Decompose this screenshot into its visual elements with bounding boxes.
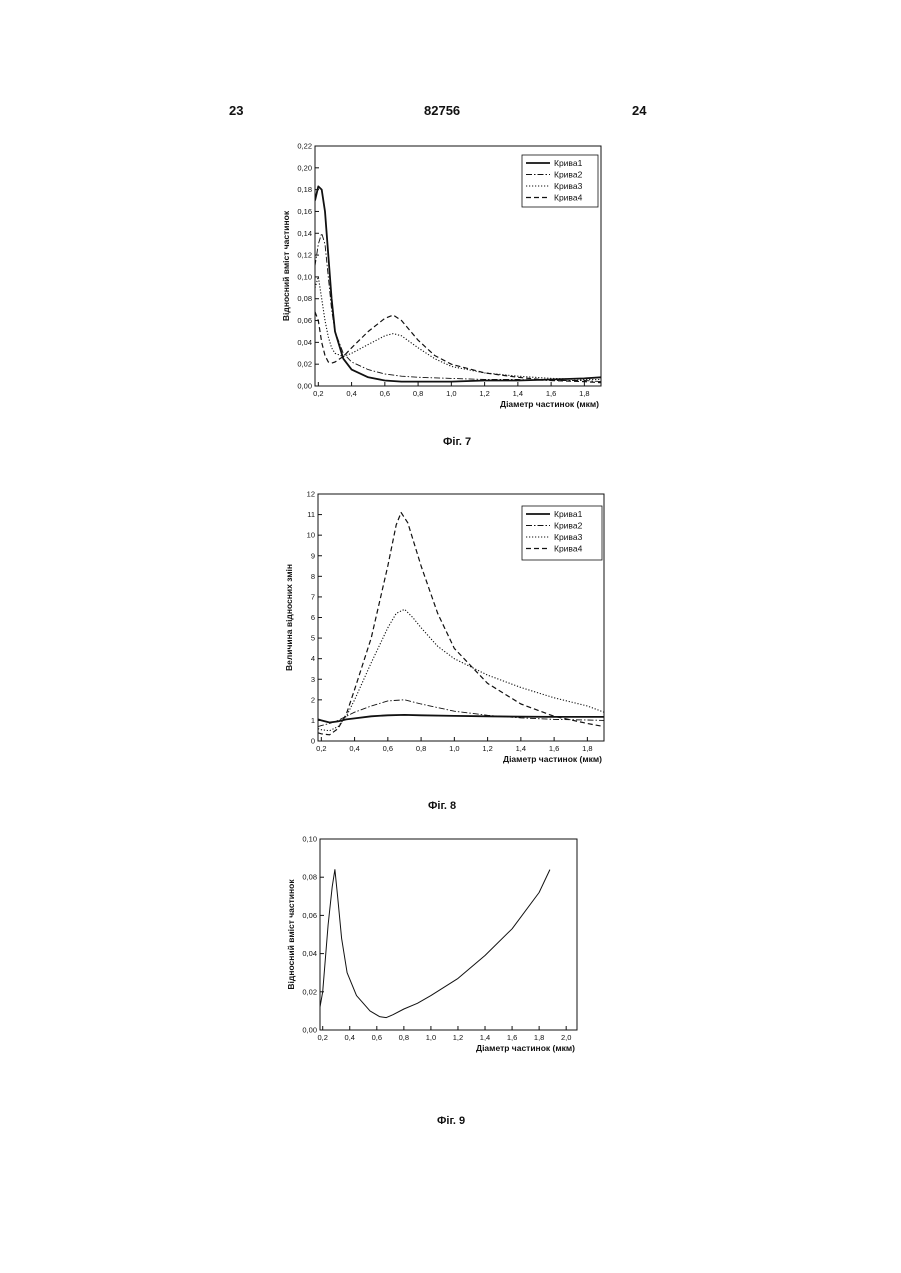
y-tick-label: 8 xyxy=(311,572,315,581)
series-line-3 xyxy=(318,609,604,730)
legend-label: Крива1 xyxy=(554,509,583,519)
figure-caption-9: Фіг. 9 xyxy=(437,1115,465,1127)
x-tick-label: 1,0 xyxy=(446,389,456,398)
series-line-1 xyxy=(318,715,604,723)
y-axis-label: Відносний вміст частинок xyxy=(281,210,291,321)
y-tick-label: 9 xyxy=(311,551,315,560)
y-tick-label: 0,04 xyxy=(297,338,312,347)
legend-label: Крива3 xyxy=(554,181,583,191)
y-tick-label: 0,18 xyxy=(297,185,312,194)
x-tick-label: 0,4 xyxy=(345,1033,355,1042)
x-tick-label: 0,6 xyxy=(372,1033,382,1042)
y-tick-label: 0,08 xyxy=(302,873,317,882)
chart-fig8: 01234567891011120,20,40,60,81,01,21,41,6… xyxy=(284,490,604,765)
x-tick-label: 1,0 xyxy=(449,744,459,753)
legend-label: Крива2 xyxy=(554,170,583,180)
series-line-2 xyxy=(315,233,601,381)
x-tick-label: 0,2 xyxy=(316,744,326,753)
x-tick-label: 0,8 xyxy=(413,389,423,398)
x-tick-label: 1,8 xyxy=(579,389,589,398)
y-tick-label: 0,02 xyxy=(297,360,312,369)
y-tick-label: 0 xyxy=(311,737,315,746)
chart-fig7: 0,00 0,02 0,04 0,06 0,08 0,10 0,12 0,14 0,16 0,18… xyxy=(281,142,601,410)
y-tick-label: 0,08 xyxy=(297,294,312,303)
y-tick-label: 1 xyxy=(311,716,315,725)
plot-frame xyxy=(320,839,577,1030)
legend-label: Крива2 xyxy=(554,521,583,531)
x-tick-label: 0,6 xyxy=(380,389,390,398)
y-tick-label: 12 xyxy=(307,490,315,499)
y-tick-label: 3 xyxy=(311,675,315,684)
series-line-2 xyxy=(318,700,604,727)
x-axis-label: Діаметр частинок (мкм) xyxy=(503,754,602,764)
y-tick-label: 0,06 xyxy=(297,316,312,325)
y-tick-label: 0,00 xyxy=(297,382,312,391)
legend-label: Крива4 xyxy=(554,544,583,554)
y-tick-label: 0,04 xyxy=(302,949,317,958)
y-tick-label: 4 xyxy=(311,654,315,663)
legend-label: Крива4 xyxy=(554,193,583,203)
x-axis-label: Діаметр частинок (мкм) xyxy=(500,399,599,409)
x-axis-label: Діаметр частинок (мкм) xyxy=(476,1043,575,1053)
y-tick-label: 0,10 xyxy=(302,835,317,844)
y-tick-label: 5 xyxy=(311,634,315,643)
y-tick-label: 6 xyxy=(311,613,315,622)
y-tick-label: 0,00 xyxy=(302,1026,317,1035)
y-tick-label: 7 xyxy=(311,592,315,601)
x-tick-label: 0,8 xyxy=(416,744,426,753)
x-tick-label: 0,4 xyxy=(349,744,359,753)
y-tick-label: 2 xyxy=(311,695,315,704)
x-tick-label: 0,2 xyxy=(313,389,323,398)
series-line-1 xyxy=(315,186,601,381)
chart-fig9: 0,00 0,02 0,04 0,06 0,08 0,10 0,2 0,4 0,6 0,8 1,0 1… xyxy=(286,835,577,1054)
y-tick-label: 0,22 xyxy=(297,142,312,151)
series-line-1 xyxy=(320,870,550,1018)
x-tick-label: 1,6 xyxy=(549,744,559,753)
x-tick-label: 0,4 xyxy=(346,389,356,398)
y-tick-label: 0,06 xyxy=(302,911,317,920)
x-tick-label: 1,8 xyxy=(534,1033,544,1042)
x-tick-label: 1,4 xyxy=(480,1033,490,1042)
legend-label: Крива1 xyxy=(554,158,583,168)
x-tick-label: 2,0 xyxy=(561,1033,571,1042)
figure-caption-8: Фіг. 8 xyxy=(428,800,456,812)
y-axis-label: Величина відносних змін xyxy=(284,564,294,671)
x-tick-label: 1,8 xyxy=(582,744,592,753)
x-tick-label: 0,2 xyxy=(317,1033,327,1042)
y-tick-label: 11 xyxy=(307,510,315,519)
y-tick-label: 10 xyxy=(307,531,315,540)
x-tick-label: 1,2 xyxy=(453,1033,463,1042)
x-tick-label: 1,2 xyxy=(482,744,492,753)
x-tick-label: 1,2 xyxy=(479,389,489,398)
x-tick-label: 1,4 xyxy=(513,389,523,398)
y-tick-label: 0,16 xyxy=(297,207,312,216)
x-tick-label: 1,6 xyxy=(507,1033,517,1042)
series-line-3 xyxy=(315,277,601,380)
legend-label: Крива3 xyxy=(554,532,583,542)
y-axis-label: Відносний вміст частинок xyxy=(286,879,296,990)
y-tick-label: 0,14 xyxy=(297,229,312,238)
x-tick-label: 0,8 xyxy=(399,1033,409,1042)
y-tick-label: 0,12 xyxy=(297,251,312,260)
figure-caption-7: Фіг. 7 xyxy=(443,436,471,448)
y-tick-label: 0,20 xyxy=(297,163,312,172)
x-tick-label: 1,6 xyxy=(546,389,556,398)
y-tick-label: 0,02 xyxy=(302,987,317,996)
x-tick-label: 1,4 xyxy=(516,744,526,753)
y-tick-label: 0,10 xyxy=(297,272,312,281)
x-tick-label: 0,6 xyxy=(383,744,393,753)
x-tick-label: 1,0 xyxy=(426,1033,436,1042)
